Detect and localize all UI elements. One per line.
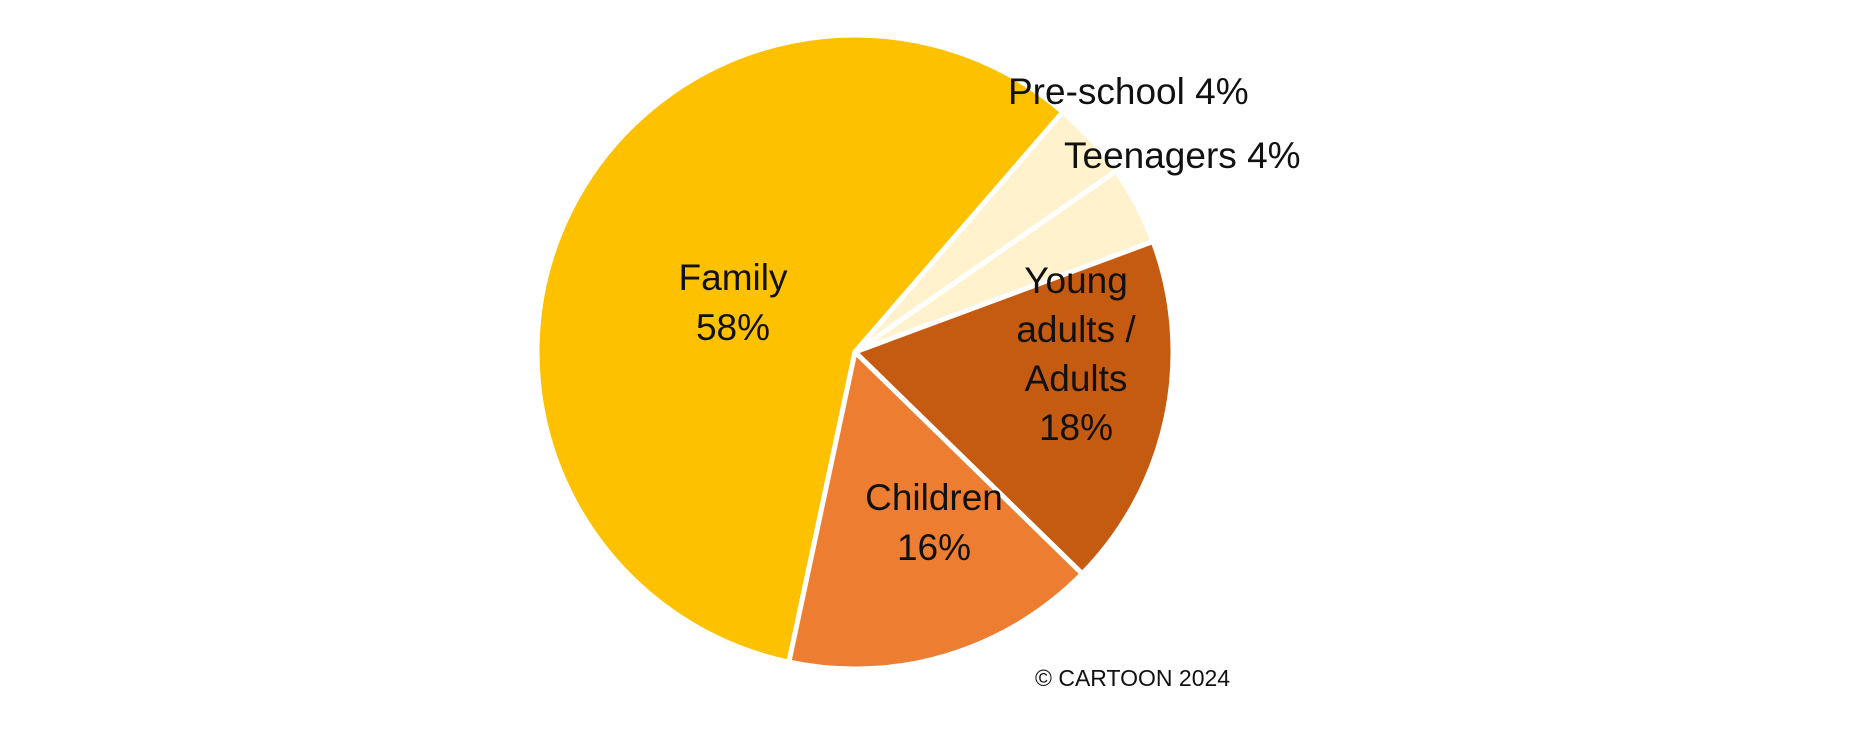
pie-slice-family [534, 32, 1066, 665]
copyright-credit: © CARTOON 2024 [1035, 665, 1230, 691]
slice-label-teenagers: Teenagers 4% [1064, 135, 1301, 176]
pie-slice-young-adults-adults [852, 239, 1176, 577]
slice-label-family: Family 58% [679, 257, 788, 348]
pie-slices [534, 32, 1176, 672]
slice-label-children: Children 16% [865, 477, 1003, 568]
pie-labels: Family 58% Pre-school 4% Teenagers 4% Young a… [679, 71, 1301, 568]
pie-slice-children [786, 349, 1085, 672]
slice-label-young-adults-adults: Young adults / Adults 18% [1016, 260, 1136, 448]
slice-label-pre-school: Pre-school 4% [1008, 71, 1249, 112]
